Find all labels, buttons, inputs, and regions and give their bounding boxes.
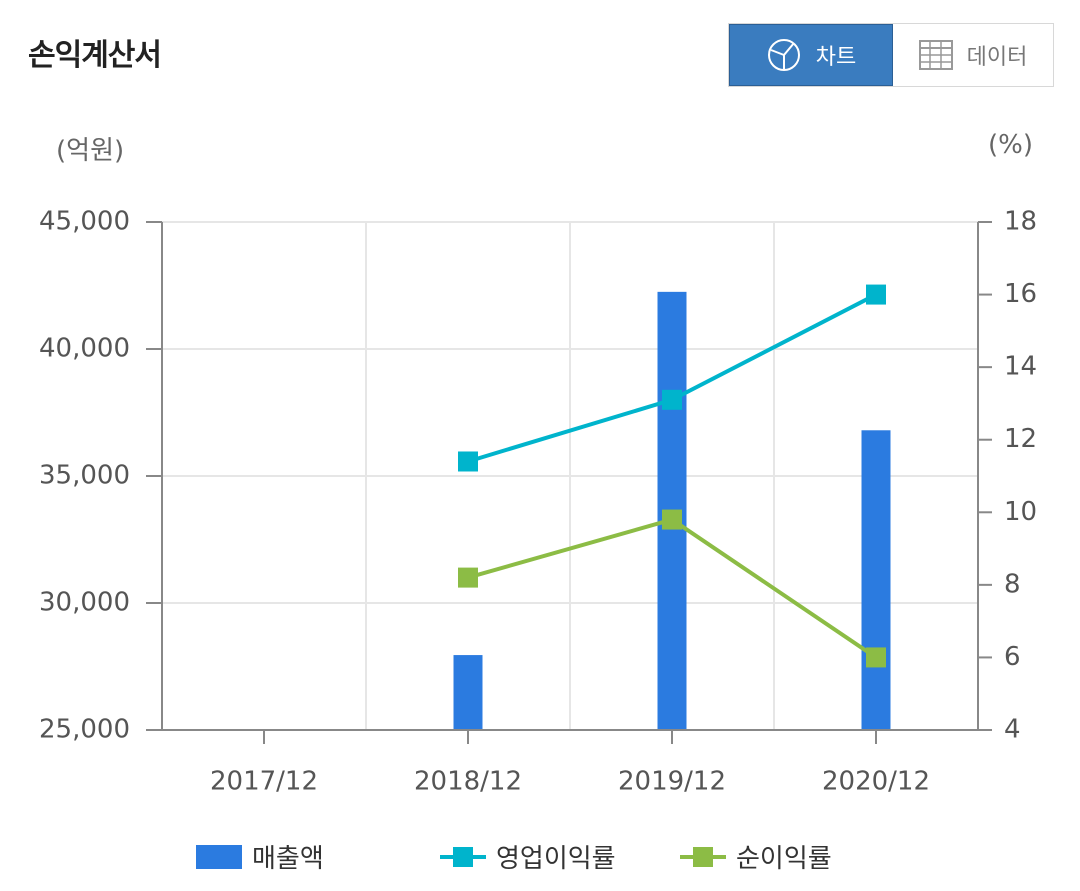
legend-label-net-margin: 순이익률 <box>736 844 832 874</box>
legend-label-op-margin: 영업이익률 <box>496 844 616 874</box>
pie-chart-icon <box>766 37 802 73</box>
line-op-margin-point <box>662 389 682 410</box>
bar-sales <box>861 430 891 730</box>
legend-item-op-margin[interactable]: 영업이익률 <box>440 838 616 875</box>
legend-item-sales[interactable]: 매출액 <box>196 838 324 875</box>
legend-bar-swatch <box>196 844 242 870</box>
right-axis-unit: (%) <box>988 130 1033 160</box>
legend: 매출액 영업이익률 순이익률 <box>0 838 1080 878</box>
y-right-tick-label: 12 <box>1004 424 1037 454</box>
legend-line-swatch <box>440 844 486 870</box>
view-toggle: 차트 데이터 <box>728 23 1054 87</box>
chart-view-label: 차트 <box>815 45 857 70</box>
x-tick-label: 2019/12 <box>618 767 726 797</box>
y-right-tick-label: 18 <box>1004 207 1037 237</box>
y-right-tick-label: 4 <box>1004 715 1021 745</box>
line-net-margin-point <box>662 509 682 530</box>
y-left-tick-label: 30,000 <box>39 588 130 618</box>
y-right-tick-label: 6 <box>1004 642 1021 672</box>
chart-view-button[interactable]: 차트 <box>729 24 893 86</box>
x-tick-label: 2017/12 <box>210 767 318 797</box>
y-left-tick-label: 45,000 <box>39 207 130 237</box>
bar-sales <box>453 655 483 730</box>
legend-label-sales: 매출액 <box>252 844 324 874</box>
page-title: 손익계산서 <box>28 38 162 73</box>
line-net-margin-point <box>866 647 886 668</box>
y-left-tick-label: 25,000 <box>39 715 130 745</box>
line-net-margin-point <box>458 567 478 588</box>
legend-line-swatch <box>680 844 726 870</box>
chart-area: 25,000 30,000 35,000 40,000 45,000 4 6 8 10 12 14 1… <box>39 207 1037 797</box>
y-right-tick-label: 8 <box>1004 569 1021 599</box>
data-view-button[interactable]: 데이터 <box>893 24 1053 86</box>
left-axis-unit: (억원) <box>56 136 125 166</box>
data-view-label: 데이터 <box>966 45 1028 70</box>
y-right-tick-label: 16 <box>1004 279 1037 309</box>
legend-item-net-margin[interactable]: 순이익률 <box>680 838 832 875</box>
y-left-tick-label: 35,000 <box>39 461 130 491</box>
x-tick-label: 2020/12 <box>822 767 930 797</box>
x-tick-label: 2018/12 <box>414 767 522 797</box>
y-left-tick-label: 40,000 <box>39 334 130 364</box>
table-grid-icon <box>918 40 953 70</box>
y-right-tick-label: 10 <box>1004 497 1037 527</box>
line-op-margin-point <box>866 284 886 305</box>
line-op-margin-point <box>458 451 478 472</box>
y-right-tick-label: 14 <box>1004 352 1037 382</box>
